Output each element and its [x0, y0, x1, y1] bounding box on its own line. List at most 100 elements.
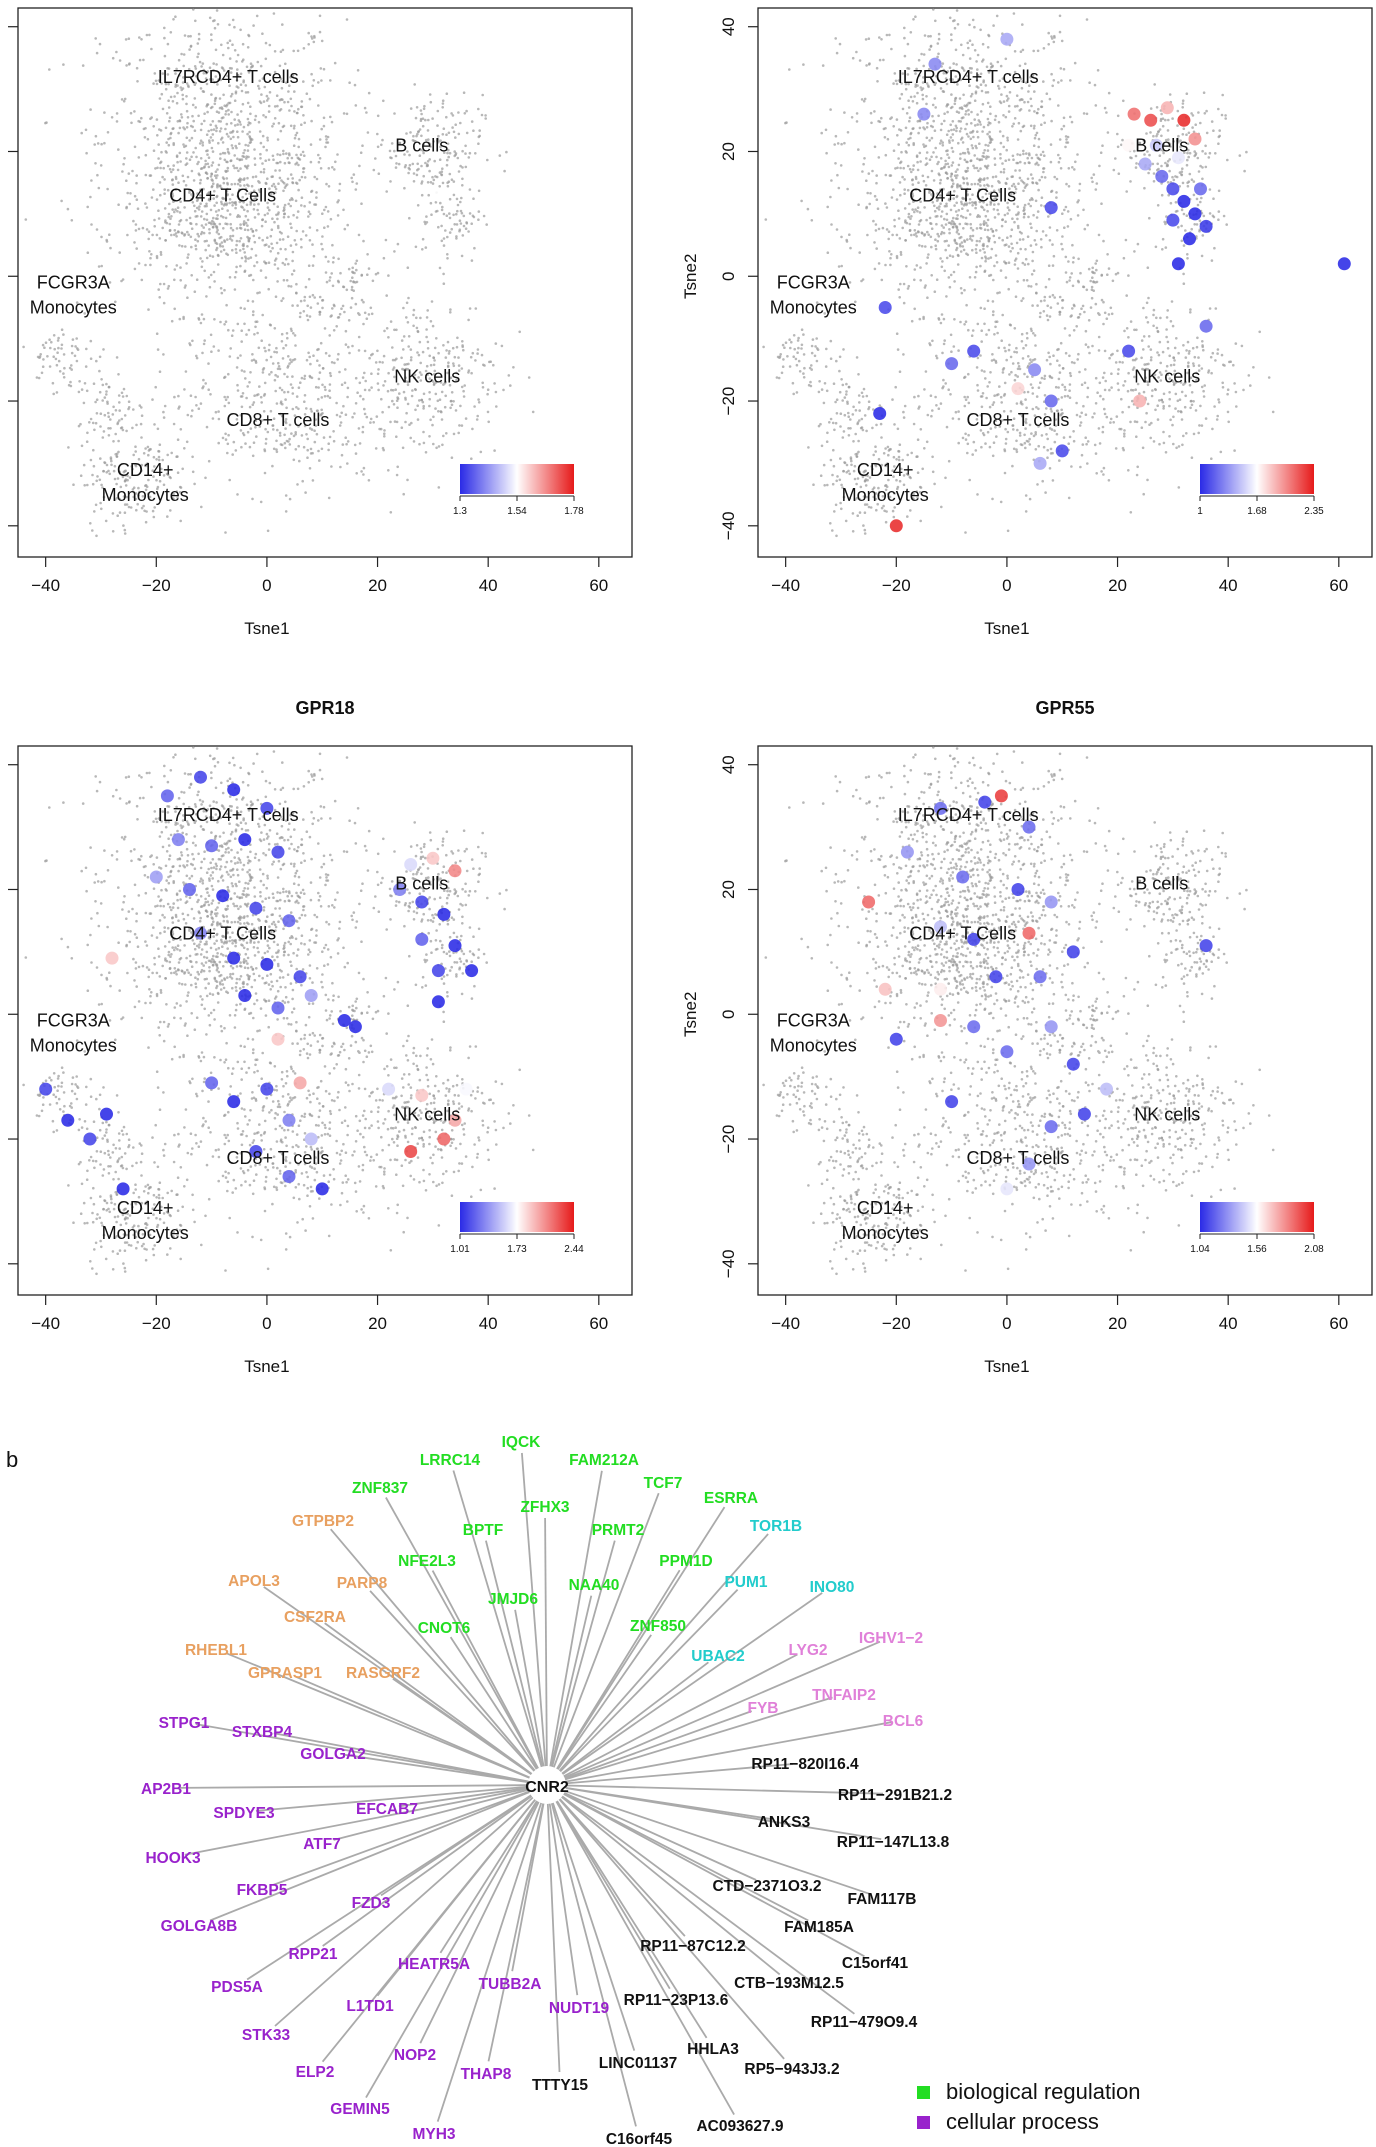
cell-point [973, 154, 976, 157]
cell-point [201, 62, 205, 65]
cell-point [461, 166, 464, 169]
cell-point [219, 186, 223, 190]
cell-point [1047, 215, 1050, 218]
cell-point [236, 182, 240, 186]
cell-point [193, 204, 196, 208]
cell-point [1193, 154, 1196, 158]
cell-point [283, 161, 287, 165]
cell-point [1026, 390, 1030, 394]
cell-point [288, 161, 291, 165]
cell-point [426, 309, 430, 312]
cell-point [233, 276, 237, 279]
cell-point [1013, 263, 1017, 266]
cell-point [1062, 67, 1066, 71]
cell-point [217, 232, 221, 236]
cell-point [221, 107, 224, 111]
x-tick-label: 0 [262, 576, 271, 595]
cell-point [242, 433, 246, 437]
cell-point [174, 232, 178, 235]
cell-point [83, 484, 86, 487]
cell-point [120, 98, 124, 101]
cell-point [287, 355, 290, 358]
cell-point [943, 339, 946, 342]
cell-point [242, 80, 245, 84]
cell-point [216, 183, 219, 186]
cell-point [1127, 469, 1130, 472]
cell-point [1155, 326, 1159, 330]
cell-point [450, 227, 454, 231]
cell-point [997, 84, 1000, 88]
cell-point [963, 151, 967, 155]
cell-point [951, 161, 955, 164]
cell-point [191, 201, 195, 204]
cell-point [272, 417, 276, 421]
cell-point [233, 25, 236, 29]
cell-point [1160, 112, 1163, 116]
cell-point [902, 282, 906, 286]
cell-point [986, 218, 990, 222]
cell-point [301, 150, 305, 154]
cell-point [70, 351, 74, 355]
cell-point [236, 215, 239, 219]
cell-point [910, 170, 913, 174]
cell-point [198, 60, 202, 64]
cell-point [1182, 282, 1186, 286]
cell-point [240, 158, 244, 161]
cell-point [784, 121, 787, 125]
cell-point [166, 473, 170, 477]
cell-point [1029, 244, 1033, 247]
cell-point [1048, 239, 1052, 242]
cell-point [117, 394, 121, 397]
cell-point [242, 247, 245, 251]
cell-point [946, 110, 949, 114]
cell-point [986, 235, 989, 239]
cell-point [252, 189, 256, 192]
cluster-label: CD14+ [117, 460, 174, 480]
cell-point [52, 334, 56, 337]
cell-point [1026, 156, 1029, 160]
cell-point [146, 492, 150, 496]
cell-point [518, 330, 521, 334]
cell-point [1103, 388, 1107, 392]
cell-point [425, 328, 428, 331]
cell-point [138, 36, 141, 39]
cell-point [959, 152, 962, 156]
cell-point [422, 107, 426, 111]
cell-point [175, 264, 179, 267]
cell-point [249, 112, 252, 116]
cell-point [949, 333, 953, 337]
cell-point [1141, 446, 1145, 450]
cell-point [967, 372, 970, 376]
cell-point [1001, 371, 1005, 374]
cell-point [1002, 100, 1006, 103]
cell-point [440, 418, 444, 421]
cell-point [249, 203, 252, 206]
cell-point [206, 110, 209, 114]
cell-point [408, 163, 412, 167]
cell-point [449, 311, 452, 314]
cell-point [975, 366, 979, 369]
cell-point [295, 291, 298, 295]
cell-point [498, 154, 502, 157]
cell-point [198, 205, 201, 208]
cell-point [1112, 168, 1116, 172]
cell-point [940, 313, 944, 316]
cell-point [986, 430, 990, 434]
cell-point [1151, 389, 1154, 392]
cell-point [201, 141, 204, 144]
cell-point [427, 193, 431, 197]
cell-point [475, 418, 479, 421]
cell-point [1146, 402, 1150, 406]
cell-point [895, 233, 899, 237]
cell-point [429, 418, 432, 422]
cell-point [344, 329, 348, 333]
cell-point [989, 112, 992, 116]
cell-point [161, 226, 164, 230]
cell-point [142, 504, 145, 508]
cell-point [185, 218, 188, 222]
cell-point [1057, 81, 1060, 84]
cell-point [430, 213, 433, 216]
cell-point [213, 26, 217, 30]
cell-point [291, 181, 295, 185]
cell-point [997, 120, 1001, 124]
